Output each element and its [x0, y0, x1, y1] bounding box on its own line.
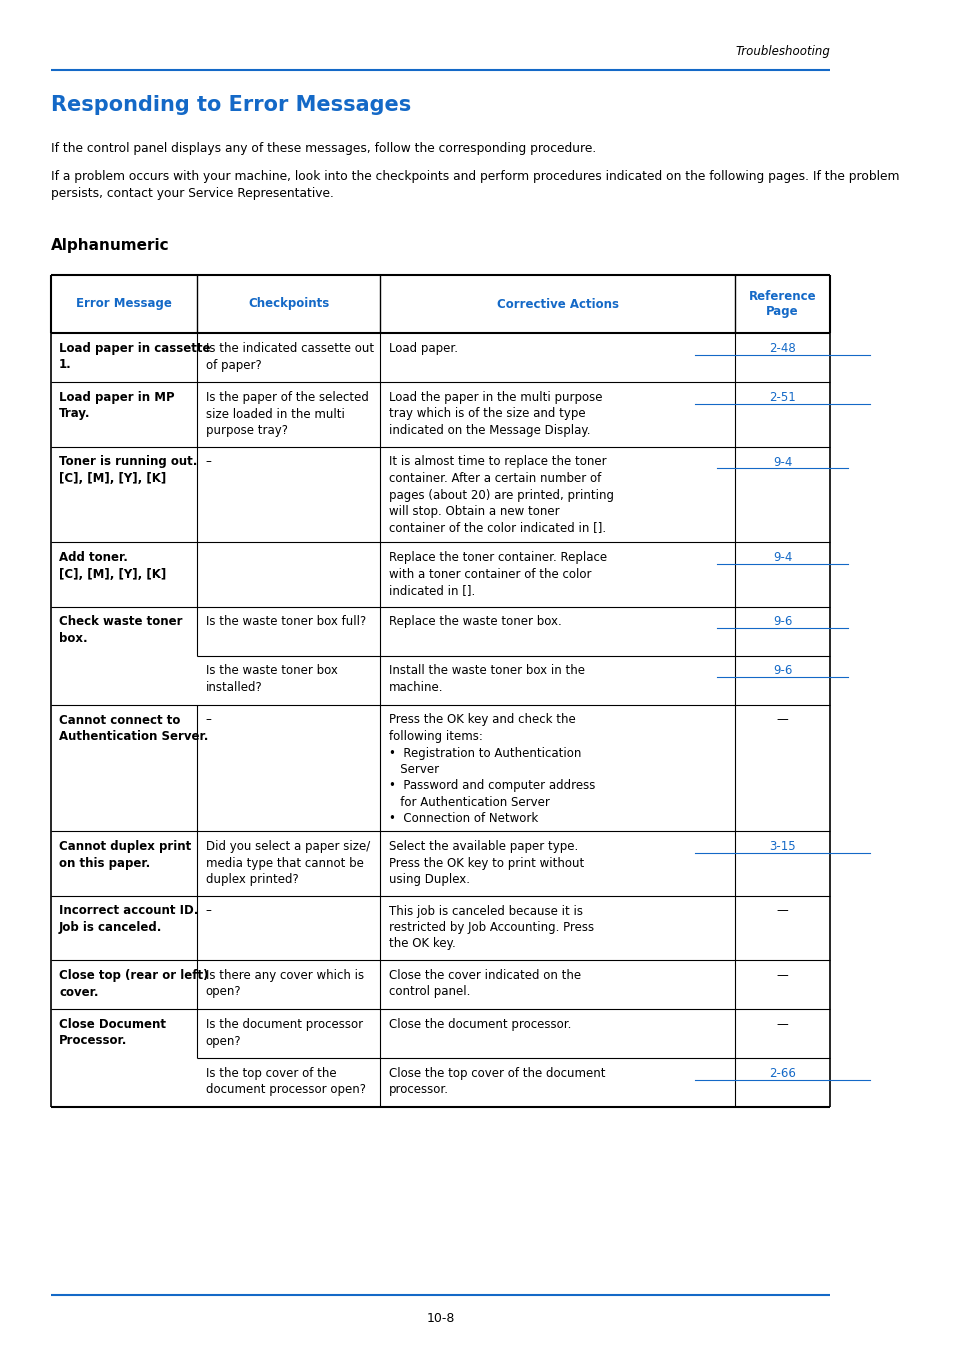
Text: 10-8: 10-8: [426, 1312, 455, 1324]
Text: –: –: [206, 904, 212, 918]
Text: 2-48: 2-48: [768, 342, 795, 355]
Text: Checkpoints: Checkpoints: [248, 297, 329, 310]
Text: This job is canceled because it is
restricted by Job Accounting. Press
the OK ke: This job is canceled because it is restr…: [388, 904, 593, 950]
Text: Incorrect account ID.
Job is canceled.: Incorrect account ID. Job is canceled.: [59, 904, 198, 934]
Text: Troubleshooting: Troubleshooting: [735, 45, 829, 58]
Text: Is the indicated cassette out
of paper?: Is the indicated cassette out of paper?: [206, 342, 374, 371]
Text: Error Message: Error Message: [76, 297, 172, 310]
Text: Select the available paper type.
Press the OK key to print without
using Duplex.: Select the available paper type. Press t…: [388, 840, 583, 886]
Text: Load the paper in the multi purpose
tray which is of the size and type
indicated: Load the paper in the multi purpose tray…: [388, 392, 601, 437]
Text: Did you select a paper size/
media type that cannot be
duplex printed?: Did you select a paper size/ media type …: [206, 840, 370, 886]
Text: Close top (rear or left)
cover.: Close top (rear or left) cover.: [59, 969, 209, 999]
Text: 3-15: 3-15: [768, 840, 795, 853]
Text: 9-4: 9-4: [772, 551, 791, 564]
Text: Check waste toner
box.: Check waste toner box.: [59, 616, 182, 645]
Text: Close the top cover of the document
processor.: Close the top cover of the document proc…: [388, 1066, 604, 1096]
Text: Close Document
Processor.: Close Document Processor.: [59, 1018, 166, 1048]
Text: 2-51: 2-51: [768, 392, 795, 404]
Text: Reference
Page: Reference Page: [748, 289, 816, 319]
Text: 9-6: 9-6: [772, 664, 791, 678]
Text: Press the OK key and check the
following items:
•  Registration to Authenticatio: Press the OK key and check the following…: [388, 714, 595, 825]
Text: Install the waste toner box in the
machine.: Install the waste toner box in the machi…: [388, 664, 584, 694]
Bar: [51, 275, 829, 333]
Text: —: —: [776, 1018, 787, 1031]
Text: Is the top cover of the
document processor open?: Is the top cover of the document process…: [206, 1066, 365, 1096]
Text: –: –: [206, 714, 212, 726]
Text: Is there any cover which is
open?: Is there any cover which is open?: [206, 969, 363, 999]
Text: Is the waste toner box full?: Is the waste toner box full?: [206, 616, 365, 629]
Text: Alphanumeric: Alphanumeric: [51, 238, 170, 252]
Text: Load paper in cassette
1.: Load paper in cassette 1.: [59, 342, 211, 371]
Text: 9-6: 9-6: [772, 616, 791, 629]
Text: Load paper.: Load paper.: [388, 342, 457, 355]
Text: If a problem occurs with your machine, look into the checkpoints and perform pro: If a problem occurs with your machine, l…: [51, 170, 899, 201]
Text: —: —: [776, 904, 787, 918]
Text: 2-66: 2-66: [768, 1066, 795, 1080]
Text: Add toner.
[C], [M], [Y], [K]: Add toner. [C], [M], [Y], [K]: [59, 551, 166, 580]
Text: Responding to Error Messages: Responding to Error Messages: [51, 95, 411, 115]
Text: Is the document processor
open?: Is the document processor open?: [206, 1018, 362, 1048]
Text: Toner is running out.
[C], [M], [Y], [K]: Toner is running out. [C], [M], [Y], [K]: [59, 455, 197, 485]
Text: Cannot duplex print
on this paper.: Cannot duplex print on this paper.: [59, 840, 192, 869]
Text: —: —: [776, 969, 787, 981]
Text: Is the waste toner box
installed?: Is the waste toner box installed?: [206, 664, 337, 694]
Text: Cannot connect to
Authentication Server.: Cannot connect to Authentication Server.: [59, 714, 209, 743]
Text: Replace the waste toner box.: Replace the waste toner box.: [388, 616, 561, 629]
Text: 9-4: 9-4: [772, 455, 791, 468]
Text: If the control panel displays any of these messages, follow the corresponding pr: If the control panel displays any of the…: [51, 142, 596, 155]
Text: Replace the toner container. Replace
with a toner container of the color
indicat: Replace the toner container. Replace wit…: [388, 551, 606, 597]
Text: Load paper in MP
Tray.: Load paper in MP Tray.: [59, 392, 174, 420]
Text: —: —: [776, 714, 787, 726]
Text: –: –: [206, 455, 212, 468]
Text: Is the paper of the selected
size loaded in the multi
purpose tray?: Is the paper of the selected size loaded…: [206, 392, 368, 437]
Text: Close the cover indicated on the
control panel.: Close the cover indicated on the control…: [388, 969, 580, 999]
Text: It is almost time to replace the toner
container. After a certain number of
page: It is almost time to replace the toner c…: [388, 455, 613, 535]
Text: Close the document processor.: Close the document processor.: [388, 1018, 571, 1031]
Text: Corrective Actions: Corrective Actions: [497, 297, 618, 310]
